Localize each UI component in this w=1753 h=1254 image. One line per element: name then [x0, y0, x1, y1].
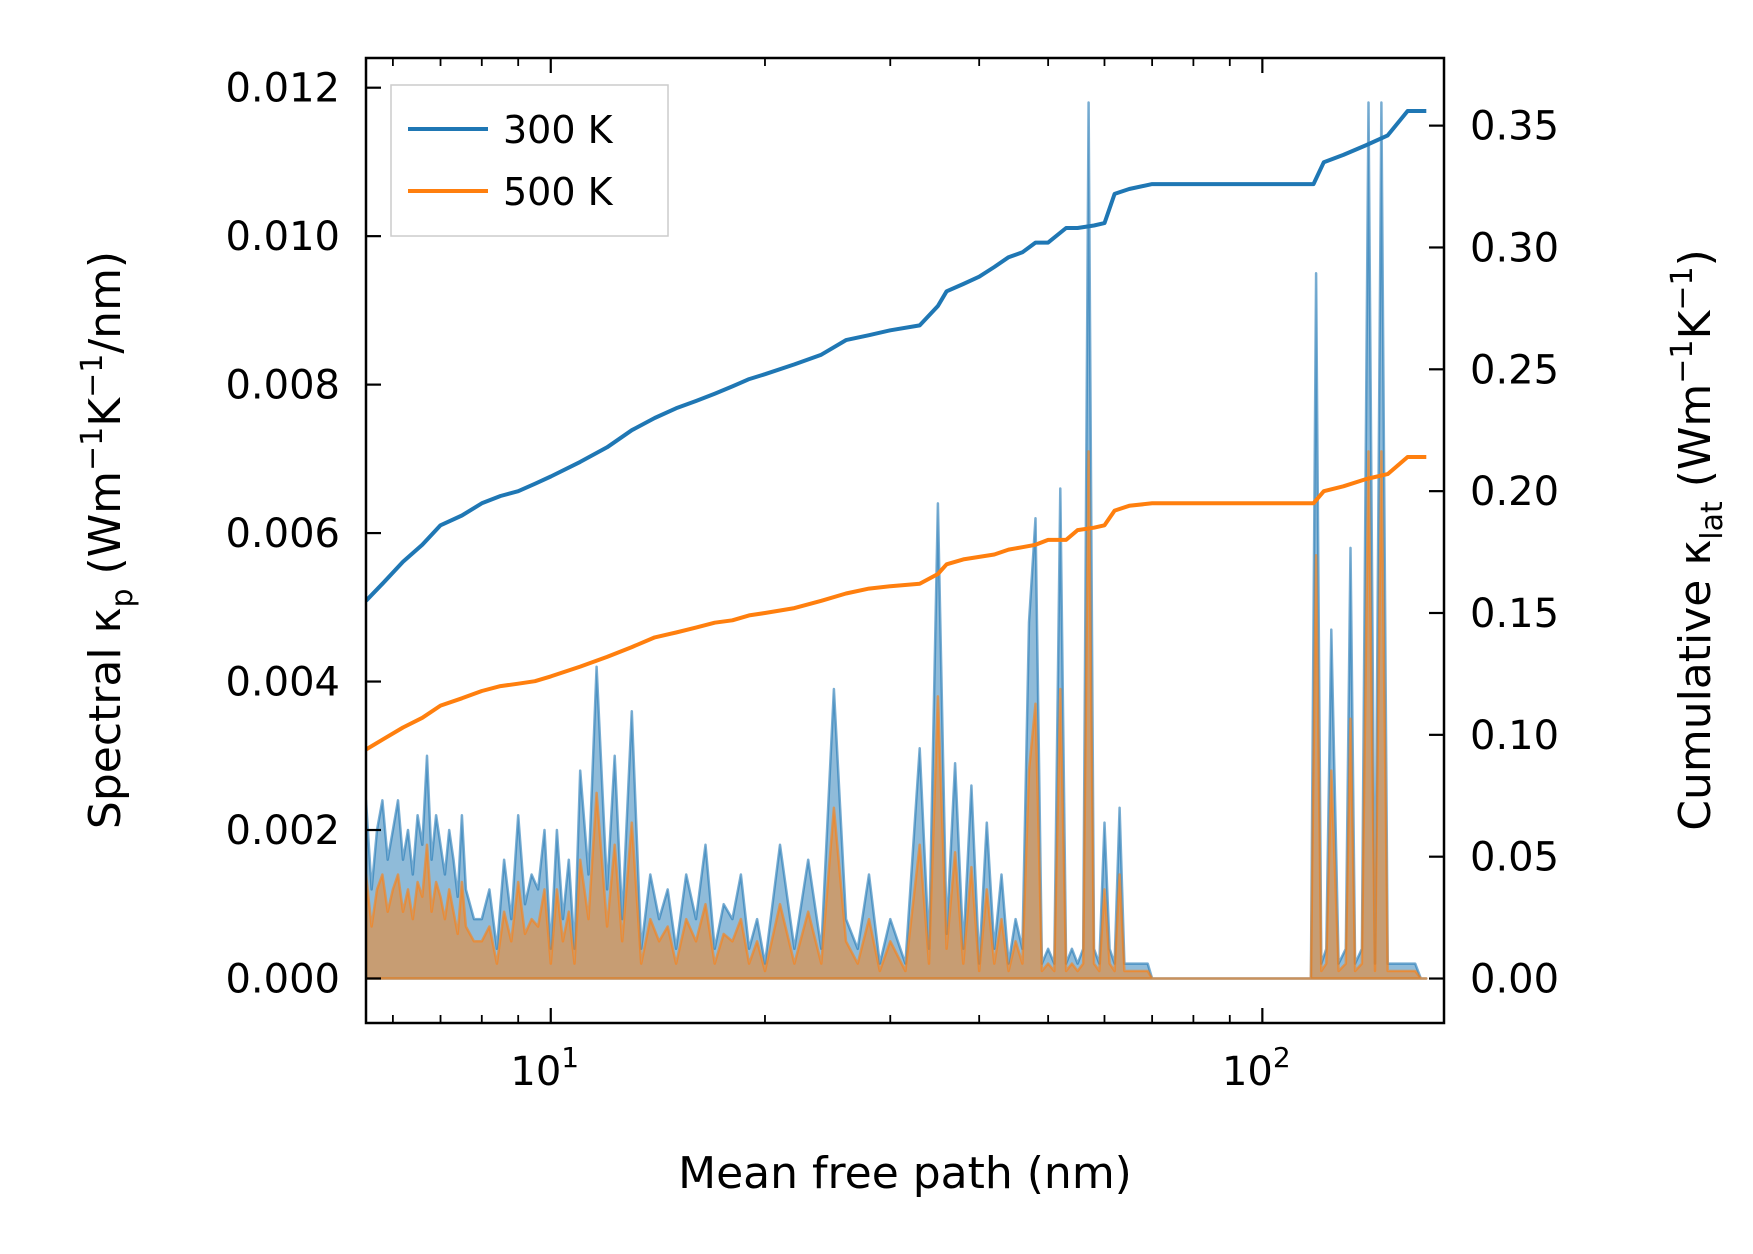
legend-frame [390, 84, 669, 237]
left-y-tick-label: 0.004 [225, 660, 340, 706]
legend-label-500k: 500 K [503, 170, 614, 214]
spectral-area-500k [366, 450, 1428, 980]
left-y-tick-label: 0.000 [225, 956, 340, 1002]
right-y-axis: 0.00 0.05 0.10 0.15 0.20 0.25 0.30 0.35 [1429, 104, 1559, 1003]
right-y-tick-label: 0.30 [1470, 225, 1559, 271]
legend: 300 K 500 K [390, 84, 669, 237]
left-y-tick-label: 0.002 [225, 808, 340, 854]
left-y-axis: 0.000 0.002 0.004 0.006 0.008 0.010 0.012 [225, 66, 381, 1002]
right-y-axis-label: Cumulative κlat (Wm−1K−1) [1665, 249, 1730, 831]
left-y-axis-label: Spectral κp (Wm−1K−1/nm) [75, 251, 140, 829]
left-y-tick-label: 0.010 [225, 214, 340, 260]
right-y-tick-label: 0.05 [1470, 835, 1559, 881]
right-y-tick-label: 0.20 [1470, 469, 1559, 515]
left-y-tick-label: 0.008 [225, 363, 340, 409]
right-y-tick-label: 0.35 [1470, 104, 1559, 150]
legend-label-300k: 300 K [503, 108, 614, 152]
cumulative-line-300k [366, 109, 1427, 603]
left-y-tick-label: 0.012 [225, 66, 340, 112]
right-y-tick-label: 0.10 [1470, 713, 1559, 759]
x-axis-label: Mean free path (nm) [678, 1148, 1132, 1199]
x-tick-label: 102 [1222, 1041, 1291, 1095]
plot-frame [364, 56, 1446, 1025]
right-y-tick-label: 0.25 [1470, 347, 1559, 393]
x-axis: 101 102 [391, 58, 1291, 1095]
left-y-tick-label: 0.006 [225, 511, 340, 557]
x-tick-label: 101 [510, 1041, 579, 1095]
cumulative-layer [366, 109, 1427, 752]
cumulative-line-500k [366, 455, 1427, 752]
right-y-tick-label: 0.15 [1470, 591, 1559, 637]
spectral-layer [366, 101, 1428, 980]
right-y-tick-label: 0.00 [1470, 957, 1559, 1003]
